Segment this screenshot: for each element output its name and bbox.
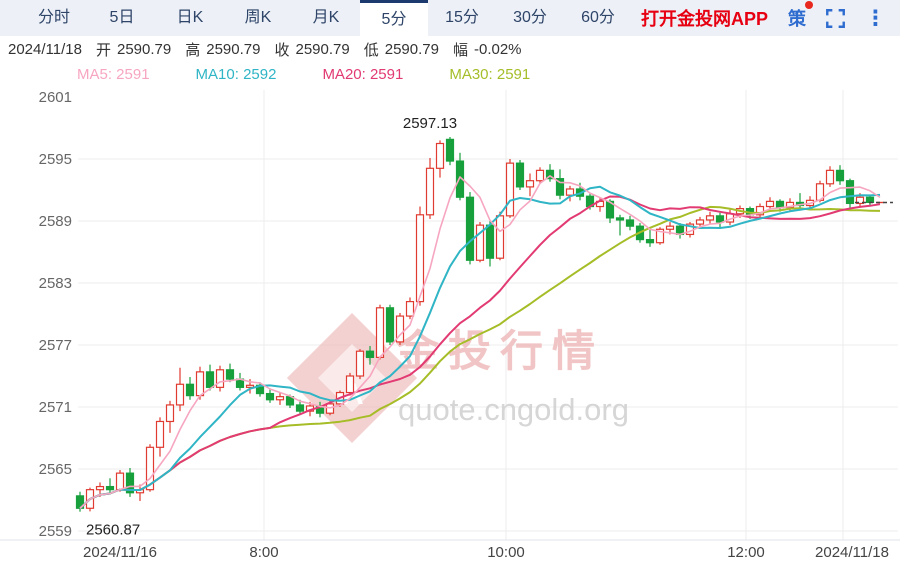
tab-30min[interactable]: 30分 [513,9,547,26]
high-label: 高 [185,41,201,59]
x-tick-label: 8:00 [249,544,278,561]
x-tick-label: 2024/11/18 [815,544,889,561]
y-tick-label: 2571 [39,399,72,416]
candles-layer [75,136,884,512]
x-tick-label: 10:00 [487,544,525,561]
ma-legend-item-4: MA30: 2591 [449,65,531,83]
period-tabbar: 分时 5日 日K 周K 月K 5分 15分 30分 60分 打开金投网APP 策 ⋮ [0,0,900,36]
tabbar-right-controls: 打开金投网APP 策 ⋮ [641,0,900,36]
tab-60min[interactable]: 60分 [581,9,615,26]
candlestick-chart[interactable]: A金投行情quote.cngold.org2601259525892583257… [0,86,900,565]
ma-legend: MA5: 2591 MA10: 2592 MA20: 2591 MA30: 2591 [0,62,900,86]
tab-monthly-k[interactable]: 月K [312,9,340,26]
tab-5min[interactable]: 5分 [360,0,428,36]
kebab-menu-icon[interactable]: ⋮ [865,6,886,30]
open-app-link[interactable]: 打开金投网APP [640,9,768,29]
y-tick-label: 2589 [39,213,72,230]
y-tick-label: 2583 [39,275,72,292]
tab-weekly-k[interactable]: 周K [244,9,272,26]
ma20-line [79,195,881,510]
x-tick-label: 2024/11/16 [83,544,157,561]
tab-time-share[interactable]: 分时 [37,9,70,26]
grid-layer [0,90,900,541]
y-tick-label: 2601 [39,89,72,106]
strategy-button[interactable]: 策 [788,1,813,31]
strategy-label: 策 [788,9,806,29]
low-value: 2590.79 [384,40,439,58]
ohlc-info-bar: 2024/11/18 开 2590.79 高 2590.79 收 2590.79… [0,36,900,62]
notification-dot-icon [805,1,813,9]
watermark-url: quote.cngold.org [398,392,629,427]
change-label: 幅 [452,41,468,59]
x-tick-label: 12:00 [727,544,765,561]
ma5-line [79,175,881,509]
y-tick-label: 2577 [39,337,72,354]
tab-15min[interactable]: 15分 [445,9,479,26]
axis-labels: 2601 2595 2589 2583 2577 2571 2565 2559 2024/11/… [39,89,889,561]
fullscreen-icon [826,8,845,28]
y-tick-label: 2565 [39,461,72,478]
ma-legend-item-2: MA10: 2592 [195,65,277,83]
ma-legend-item-1: MA5: 2591 [77,65,150,83]
period-tabs: 分时 5日 日K 周K 月K 5分 15分 30分 60分 [0,0,632,36]
ma10-line [79,185,881,510]
high-value: 2590.79 [206,40,261,58]
high-annotation: 2597.13 [403,115,457,132]
open-label: 开 [95,41,111,59]
tab-daily-k[interactable]: 日K [176,9,204,26]
low-label: 低 [363,41,379,59]
ma-legend-item-3: MA20: 2591 [322,65,404,83]
low-annotation: 2560.87 [86,522,140,539]
y-tick-label: 2595 [39,151,72,168]
close-value: 2590.79 [295,40,350,58]
tab-5day[interactable]: 5日 [109,9,135,26]
watermark-title: 金投行情 [396,327,604,376]
quote-date: 2024/11/18 [8,40,82,58]
close-label: 收 [274,41,290,59]
open-value: 2590.79 [116,40,172,58]
fullscreen-button[interactable] [826,8,845,28]
change-value: -0.02% [473,40,522,58]
y-tick-label: 2559 [39,523,72,540]
